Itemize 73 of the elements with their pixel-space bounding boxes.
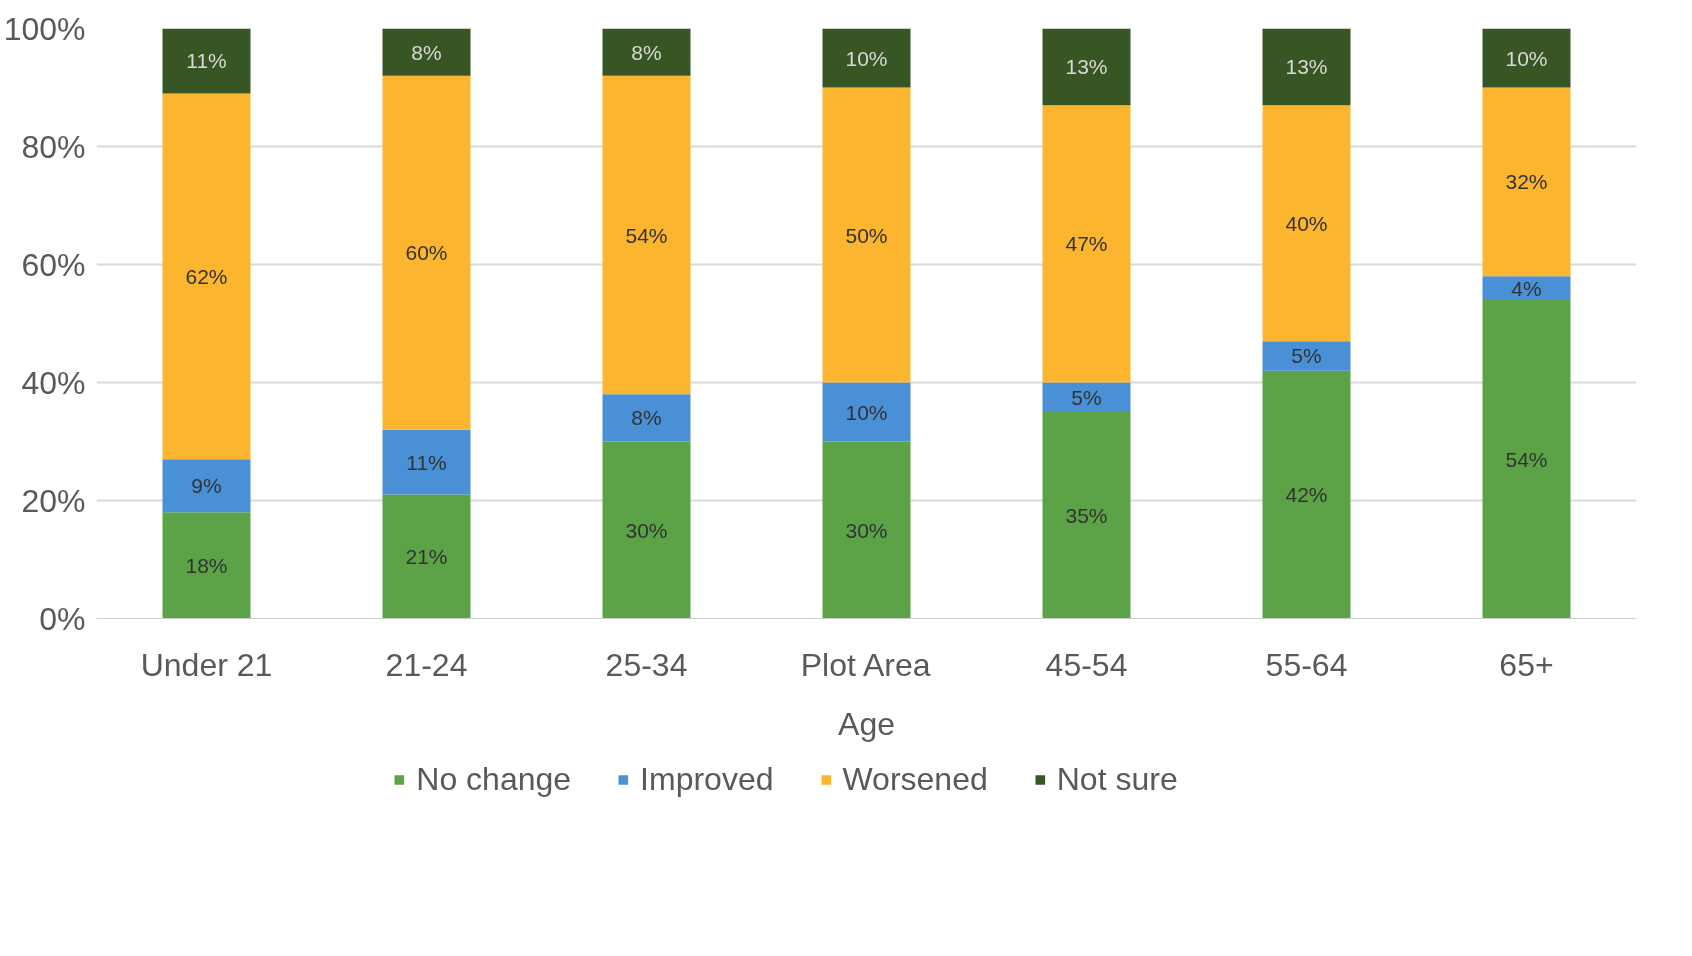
data-label: 62% (185, 264, 228, 288)
data-label: 32% (1505, 170, 1548, 194)
data-label: 21% (405, 545, 448, 569)
bar (822, 87, 911, 383)
data-label: 8% (411, 40, 442, 64)
x-tick-label: 25-34 (605, 646, 688, 683)
legend-label: Worsened (842, 760, 988, 798)
bar (382, 429, 471, 495)
bar (822, 441, 911, 619)
legend-label: No change (416, 760, 572, 798)
data-label: 4% (1511, 276, 1542, 300)
data-label: 13% (1065, 55, 1108, 79)
bar (1262, 341, 1351, 371)
data-label: 13% (1285, 55, 1328, 79)
legend-label: Improved (640, 760, 774, 798)
data-label: 5% (1291, 344, 1322, 368)
y-tick-label: 100% (3, 10, 86, 47)
x-tick-label: 21-24 (385, 646, 468, 683)
bar (602, 394, 691, 442)
bar (162, 512, 251, 619)
data-label: 50% (845, 223, 888, 247)
data-label: 47% (1065, 232, 1108, 256)
bar (1042, 105, 1131, 383)
data-label: 30% (625, 518, 668, 542)
data-label: 10% (845, 46, 888, 70)
data-label: 54% (625, 223, 668, 247)
data-label: 9% (191, 474, 222, 498)
bar (162, 93, 251, 460)
y-tick-label: 80% (21, 128, 86, 165)
bar (1262, 105, 1351, 342)
y-tick-label: 60% (21, 246, 86, 283)
bar (1482, 276, 1571, 300)
bar (1042, 28, 1131, 106)
x-tick-label: 55-64 (1265, 646, 1348, 683)
data-label: 10% (845, 400, 888, 424)
data-label: 30% (845, 518, 888, 542)
data-label: 60% (405, 241, 448, 265)
bar (822, 382, 911, 442)
bar (382, 75, 471, 430)
y-tick-label: 20% (21, 482, 86, 519)
bar (602, 28, 691, 76)
x-tick-label: Under 21 (140, 646, 273, 683)
data-label: 11% (406, 450, 447, 474)
data-label: 18% (185, 553, 228, 577)
bar (1482, 87, 1571, 277)
bar (1262, 370, 1351, 619)
bar (1482, 28, 1571, 88)
bar (602, 441, 691, 619)
data-label: 10% (1505, 46, 1548, 70)
x-tick-label: 65+ (1499, 646, 1554, 683)
data-label: 11% (186, 49, 227, 73)
bar (1262, 28, 1351, 106)
data-label: 54% (1505, 447, 1548, 471)
x-tick-label: 45-54 (1045, 646, 1128, 683)
data-label: 5% (1071, 385, 1102, 409)
data-label: 40% (1285, 211, 1328, 235)
bar (382, 28, 471, 76)
bar (602, 75, 691, 395)
data-label: 42% (1285, 483, 1328, 507)
data-label: 8% (631, 406, 662, 430)
text: Plot Area (800, 646, 931, 683)
data-label: 35% (1065, 503, 1108, 527)
bar (1482, 299, 1571, 619)
bar (382, 494, 471, 619)
bar (162, 28, 251, 94)
legend-label: Not sure (1056, 760, 1178, 798)
bar (1042, 412, 1131, 619)
bar (822, 28, 911, 88)
x-axis-title: Age (838, 705, 895, 742)
y-tick-label: 0% (39, 600, 86, 637)
data-label: 8% (631, 40, 662, 64)
y-tick-label: 40% (21, 364, 86, 401)
bar (162, 459, 251, 513)
